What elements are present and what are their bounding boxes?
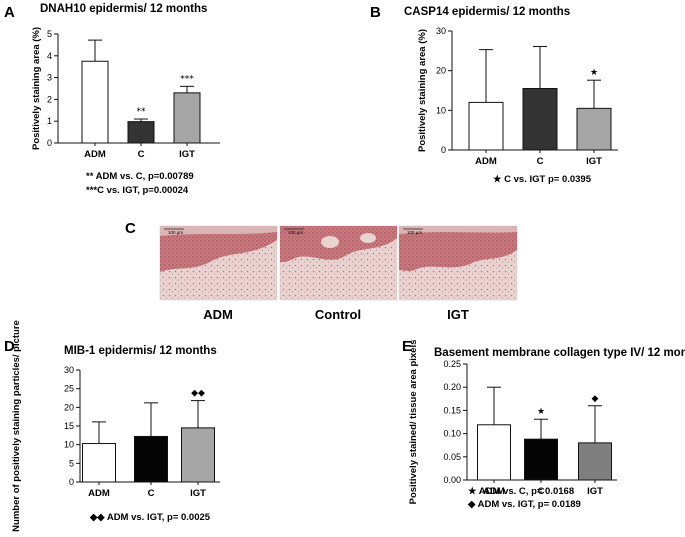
y-tick-label: 0.20 xyxy=(443,382,461,392)
significance-marker: ★ xyxy=(590,68,598,78)
histology-image-control: 100 µm xyxy=(279,225,398,301)
category-label: ADM xyxy=(483,486,505,497)
y-tick-label: 0.00 xyxy=(443,475,461,485)
category-label: IGT xyxy=(179,149,195,160)
chart-title: CASP14 epidermis/ 12 months xyxy=(404,6,570,18)
histology-image-igt: 100 µm xyxy=(398,225,518,301)
histology-image-adm: 100 µm xyxy=(159,225,278,301)
category-label: ADM xyxy=(475,156,497,167)
bar-igt xyxy=(173,92,201,144)
y-tick-label: 1 xyxy=(47,116,52,126)
bar-adm xyxy=(81,60,109,144)
y-tick-label: 30 xyxy=(436,26,446,36)
panel-letter: B xyxy=(370,4,381,21)
y-tick-label: 10 xyxy=(436,105,446,115)
bar-c xyxy=(522,88,558,151)
scale-bar-label-adm: 100 µm xyxy=(168,230,183,235)
significance-note: ★ ADM vs. C, p= 0.0168 xyxy=(468,486,574,497)
charts-layer: A DNAH10 epidermis/ 12 months 0 1 2 3 4 5 Positi… xyxy=(4,3,685,532)
bar-adm xyxy=(468,101,504,151)
bar-c xyxy=(134,435,168,483)
significance-note: ★ C vs. IGT p= 0.0395 xyxy=(493,174,592,185)
chart-title: DNAH10 epidermis/ 12 months xyxy=(40,3,207,15)
bar-igt xyxy=(181,427,215,483)
image-caption-igt: IGT xyxy=(447,307,469,322)
chart-title: Basement membrane collagen type IV/ 12 m… xyxy=(434,347,685,359)
chart-panel-a: A DNAH10 epidermis/ 12 months 0 1 2 3 4 5 Positi… xyxy=(4,3,220,196)
category-label: IGT xyxy=(587,486,603,497)
panel-letter: A xyxy=(4,4,15,21)
y-tick-label: 20 xyxy=(436,66,446,76)
scale-bar-label-igt: 100 µm xyxy=(407,230,422,235)
category-label: C xyxy=(538,486,545,497)
panel-letter-c: C xyxy=(125,220,136,237)
y-tick-label: 0.15 xyxy=(443,405,461,415)
significance-marker: ** xyxy=(137,107,147,117)
significance-marker: ◆ xyxy=(592,394,599,404)
category-label: ADM xyxy=(84,149,106,160)
panel-letter: D xyxy=(4,338,15,355)
significance-marker: *** xyxy=(180,74,194,84)
bar-c xyxy=(524,438,558,481)
significance-note: ** ADM vs. C, p=0.00789 xyxy=(86,171,194,182)
panel-c: C 100 µm 100 µm 100 µm ADM Control IGT xyxy=(125,220,518,322)
y-tick-label: 20 xyxy=(64,402,74,412)
bar-c xyxy=(127,121,155,144)
significance-note: ◆ ADM vs. IGT, p= 0.0189 xyxy=(467,499,581,510)
y-tick-label: 0.25 xyxy=(443,359,461,369)
y-tick-label: 15 xyxy=(64,421,74,431)
category-label: ADM xyxy=(88,488,110,499)
chart-panel-e: E Basement membrane collagen type IV/ 12 … xyxy=(402,338,685,510)
significance-marker: ◆◆ xyxy=(191,389,205,399)
category-label: C xyxy=(138,149,145,160)
bar-adm xyxy=(477,424,511,481)
y-tick-label: 3 xyxy=(47,73,52,83)
bar-igt xyxy=(578,442,612,481)
chart-title: MIB-1 epidermis/ 12 months xyxy=(64,345,217,357)
image-caption-adm: ADM xyxy=(203,307,233,322)
y-tick-label: 5 xyxy=(47,29,52,39)
chart-panel-d: D MIB-1 epidermis/ 12 months 0 5 10 15 20 25 30 N… xyxy=(4,320,220,532)
y-tick-label: 0.05 xyxy=(443,452,461,462)
y-axis-label: Positively stained/ tissue area pixels xyxy=(408,340,419,505)
y-tick-label: 5 xyxy=(69,458,74,468)
y-axis-label: Positively staining area (%) xyxy=(31,27,42,150)
significance-note: ***C vs. IGT, p=0.00024 xyxy=(86,185,189,196)
scale-bar-label-control: 100 µm xyxy=(288,230,303,235)
panel-letter: E xyxy=(402,338,412,355)
y-tick-label: 2 xyxy=(47,94,52,104)
image-caption-control: Control xyxy=(315,307,361,322)
y-tick-label: 0 xyxy=(69,477,74,487)
y-axis-label: Number of positively staining particles/… xyxy=(11,320,22,532)
significance-note: ◆◆ ADM vs. IGT, p= 0.0025 xyxy=(89,512,211,523)
bar-igt xyxy=(576,107,612,151)
category-label: C xyxy=(148,488,155,499)
y-axis-label: Positively staining area (%) xyxy=(417,29,428,152)
chart-panel-b: B CASP14 epidermis/ 12 months 0 10 20 30 Posit… xyxy=(370,4,618,185)
y-tick-label: 0 xyxy=(47,138,52,148)
y-tick-label: 4 xyxy=(47,51,52,61)
bar-adm xyxy=(82,443,116,483)
y-tick-label: 0.10 xyxy=(443,429,461,439)
y-tick-label: 0 xyxy=(441,145,446,155)
category-label: IGT xyxy=(586,156,602,167)
category-label: C xyxy=(537,156,544,167)
significance-marker: ★ xyxy=(537,407,545,417)
y-tick-label: 10 xyxy=(64,440,74,450)
category-label: IGT xyxy=(190,488,206,499)
y-tick-label: 30 xyxy=(64,365,74,375)
y-tick-label: 25 xyxy=(64,384,74,394)
